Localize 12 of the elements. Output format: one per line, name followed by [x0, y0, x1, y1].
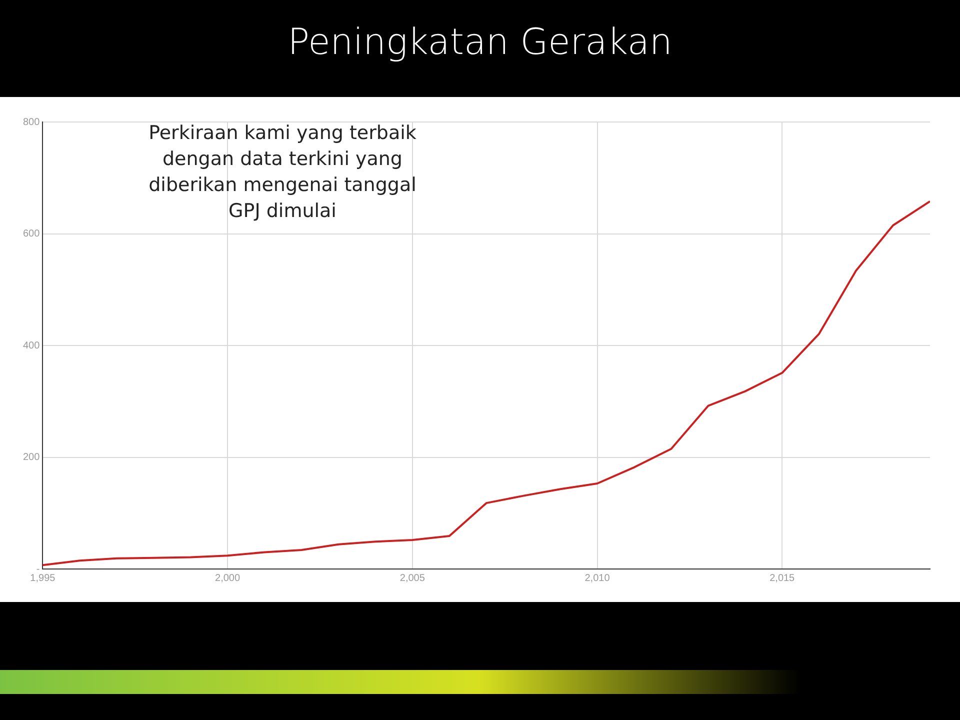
- annotation: Perkiraan kami yang terbaik dengan data terkini yang diberikan mengenai tanggal GPJ dimulai: [148, 121, 418, 224]
- x-tick-label: 1,995: [30, 572, 56, 584]
- x-tick-label: 2,005: [400, 572, 426, 584]
- x-tick-label: 2,010: [584, 572, 610, 584]
- y-tick-label: 200: [22, 452, 40, 463]
- y-tick-label: 600: [22, 228, 40, 240]
- y-tick-label: 400: [22, 340, 40, 352]
- x-tick-label: 2,000: [215, 572, 240, 584]
- chart-title: Peningkatan Gerakan: [286, 22, 674, 63]
- y-tick-label: 800: [22, 116, 40, 128]
- x-tick-label: 2,015: [770, 572, 796, 584]
- y-tick-label: -: [36, 564, 40, 575]
